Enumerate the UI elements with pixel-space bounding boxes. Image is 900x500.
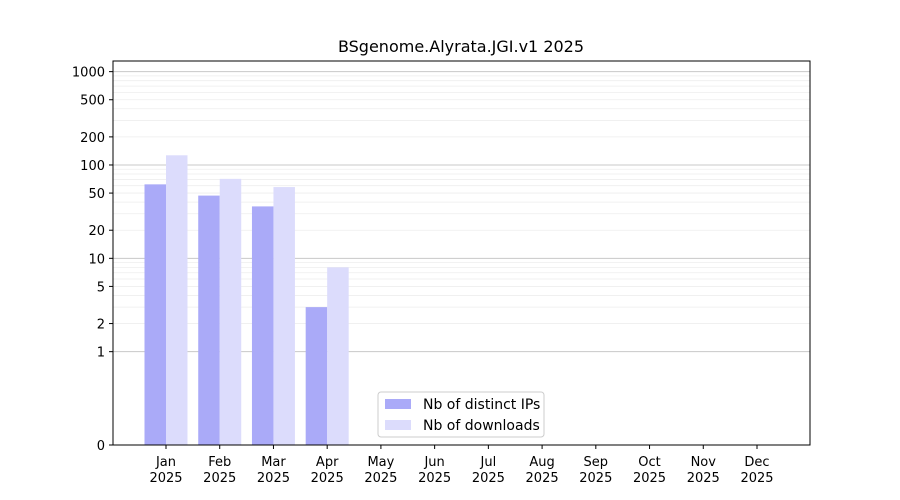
- y-tick-label: 100: [80, 159, 105, 174]
- x-tick-label-month: Sep: [584, 455, 609, 470]
- plot-frame: [112, 60, 811, 446]
- y-tick-label: 0: [97, 439, 105, 454]
- x-tick-label-year: 2025: [203, 471, 236, 486]
- legend-box: [377, 391, 545, 438]
- y-tick-label: 1000: [72, 66, 105, 81]
- y-tick-label: 2: [97, 318, 105, 333]
- y-axis: 0 1 2 5 10 20 50 100 200 500 1000: [72, 66, 113, 454]
- x-tick-label-year: 2025: [740, 471, 773, 486]
- bar-distinct-ips: [305, 307, 328, 445]
- x-tick-label-year: 2025: [472, 471, 505, 486]
- x-tick-label-year: 2025: [633, 471, 666, 486]
- x-tick-label-year: 2025: [311, 471, 344, 486]
- x-tick-label-year: 2025: [257, 471, 290, 486]
- x-tick-label-month: Aug: [529, 455, 554, 470]
- x-tick-label-year: 2025: [418, 471, 451, 486]
- y-tick-label: 1: [97, 346, 105, 361]
- x-tick-label-month: May: [367, 455, 394, 470]
- legend-label-distinct-ips: Nb of distinct IPs: [423, 397, 540, 413]
- x-tick-label-year: 2025: [687, 471, 720, 486]
- bars: [144, 155, 349, 446]
- x-tick-label-month: Nov: [691, 455, 717, 470]
- bar-downloads: [219, 178, 242, 445]
- x-tick-label-month: Mar: [261, 455, 286, 470]
- y-tick-label: 5: [97, 280, 105, 295]
- bar-distinct-ips: [144, 184, 166, 445]
- bar-distinct-ips: [198, 195, 220, 445]
- x-tick-label-year: 2025: [579, 471, 612, 486]
- bar-downloads: [327, 267, 349, 445]
- x-tick-label-year: 2025: [526, 471, 559, 486]
- y-tick-label: 50: [88, 187, 105, 202]
- x-axis: Jan2025Feb2025Mar2025Apr2025May2025Jun20…: [149, 445, 774, 486]
- x-tick-label-month: Apr: [316, 455, 339, 470]
- x-tick-label-month: Oct: [638, 455, 660, 470]
- x-tick-label-year: 2025: [149, 471, 182, 486]
- bar-distinct-ips: [251, 206, 274, 445]
- bar-downloads: [166, 155, 188, 446]
- x-tick-label-year: 2025: [364, 471, 397, 486]
- legend: Nb of distinct IPs Nb of downloads: [377, 391, 545, 438]
- legend-swatch-distinct-ips: [385, 399, 411, 409]
- x-tick-label-month: Jul: [480, 455, 497, 470]
- x-tick-label-month: Dec: [744, 455, 769, 470]
- bar-downloads: [273, 187, 295, 445]
- y-tick-label: 200: [80, 131, 105, 146]
- x-tick-label-month: Feb: [208, 455, 231, 470]
- y-tick-label: 500: [80, 94, 105, 109]
- legend-label-downloads: Nb of downloads: [423, 418, 540, 434]
- y-tick-label: 10: [88, 252, 105, 267]
- x-tick-label-month: Jun: [423, 455, 444, 470]
- chart-title: BSgenome.Alyrata.JGI.v1 2025: [338, 37, 584, 56]
- x-tick-label-month: Jan: [155, 455, 176, 470]
- legend-swatch-downloads: [385, 420, 411, 430]
- y-tick-label: 20: [88, 224, 105, 239]
